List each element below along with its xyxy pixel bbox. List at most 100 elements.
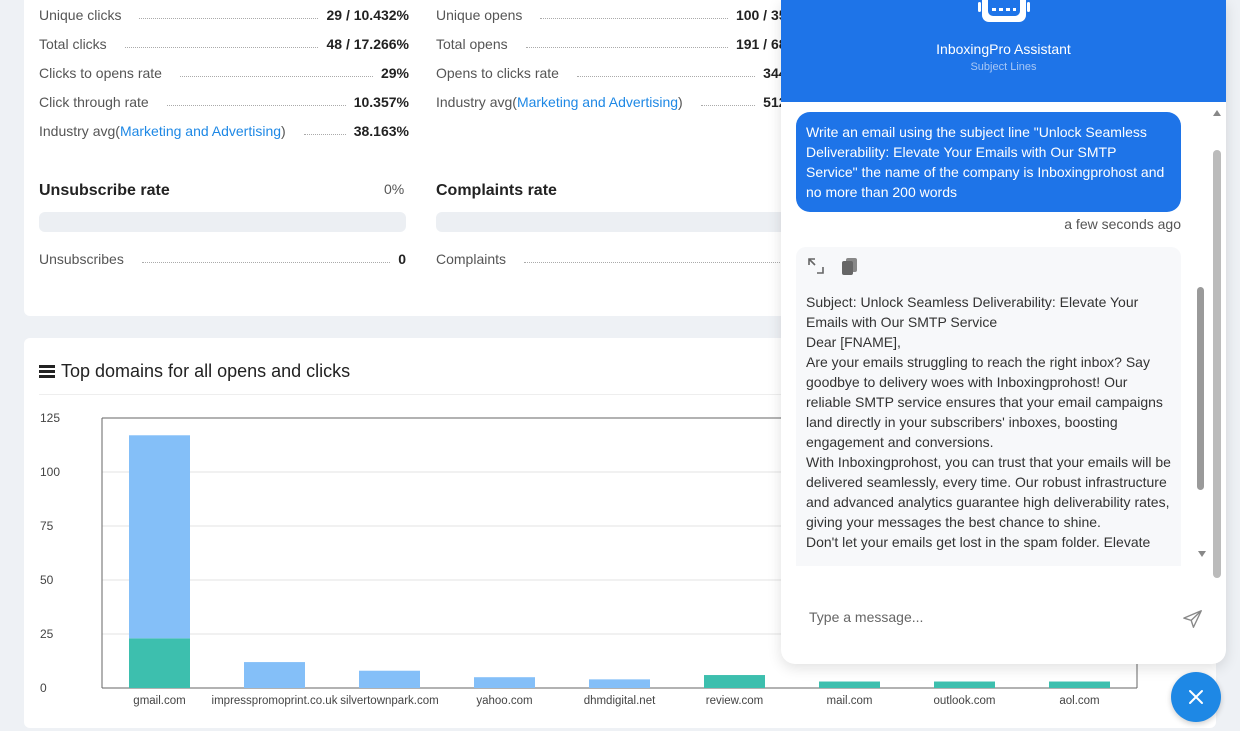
y-tick-label: 75	[40, 519, 54, 533]
stat-label: Total clicks	[39, 36, 113, 52]
dotted-leader	[576, 76, 756, 77]
x-tick-label: review.com	[706, 695, 764, 707]
bar	[934, 681, 995, 688]
chat-scrollbar[interactable]	[1212, 110, 1222, 580]
robot-icon	[978, 0, 1030, 22]
scroll-down-icon[interactable]	[1198, 551, 1206, 557]
bar	[244, 662, 305, 688]
copy-icon[interactable]	[840, 256, 860, 276]
stat-label-text: Clicks to opens rate	[39, 64, 162, 81]
x-tick-label: aol.com	[1059, 695, 1099, 707]
stat-label: Unique clicks	[39, 7, 127, 23]
stat-label-text: Total clicks	[39, 35, 107, 52]
x-tick-label: dhmdigital.net	[584, 695, 656, 707]
chat-scrollbar-thumb[interactable]	[1213, 150, 1221, 578]
chart-header: Top domains for all opens and clicks	[39, 361, 350, 382]
x-tick-label: gmail.com	[133, 695, 185, 707]
bar	[819, 681, 880, 688]
menu-icon[interactable]	[39, 365, 55, 378]
chat-header: InboxingPro Assistant Subject Lines	[781, 0, 1226, 102]
stat-row: Unique opens 100 / 35.97	[436, 0, 806, 29]
dotted-leader	[139, 18, 319, 19]
stat-label-suffix: )	[281, 122, 286, 139]
assistant-message: Subject: Unlock Seamless Deliverability:…	[796, 247, 1181, 566]
stat-row: Opens to clicks rate344.82	[436, 58, 806, 87]
x-tick-label: mail.com	[826, 695, 872, 707]
x-tick-label: outlook.com	[933, 695, 995, 707]
y-tick-label: 100	[40, 465, 60, 479]
chat-messages[interactable]: Write an email using the subject line "U…	[781, 102, 1226, 566]
x-tick-label: impresspromoprint.co.uk	[212, 695, 338, 707]
dotted-leader	[166, 105, 346, 106]
unsubscribe-progress	[39, 212, 406, 232]
stat-value: 29%	[380, 64, 409, 81]
stat-label-suffix: )	[678, 93, 683, 110]
stat-row: Clicks to opens rate 29%	[39, 58, 409, 87]
stat-label-text: Unique opens	[436, 6, 523, 23]
stat-value: 10.357%	[353, 93, 409, 110]
stat-label-text: Click through rate	[39, 93, 149, 110]
send-icon[interactable]	[1182, 608, 1204, 630]
chat-input-area	[781, 588, 1226, 648]
unsubscribes-row: Unsubscribes 0	[39, 244, 406, 273]
bar	[129, 638, 190, 688]
scroll-up-icon[interactable]	[1213, 110, 1221, 116]
stat-value: 38.163%	[353, 122, 409, 139]
bar	[129, 435, 190, 639]
message-input[interactable]	[809, 606, 1169, 628]
y-tick-label: 50	[40, 573, 54, 587]
stat-label-text: Unique clicks	[39, 6, 122, 23]
y-tick-label: 25	[40, 627, 54, 641]
stat-label: Industry avg(Marketing and Advertising)	[39, 123, 292, 139]
close-icon	[1189, 690, 1203, 704]
y-tick-label: 125	[40, 411, 60, 425]
y-tick-label: 0	[40, 681, 47, 695]
stat-row: Click through rate 10.357%	[39, 87, 409, 116]
stat-value: 29 / 10.432%	[326, 6, 409, 23]
stat-label: Clicks to opens rate	[39, 65, 168, 81]
dotted-leader	[700, 105, 756, 106]
industry-link[interactable]: Marketing and Advertising	[516, 93, 679, 110]
dotted-leader	[524, 262, 798, 263]
close-chat-button[interactable]	[1171, 672, 1221, 722]
unsubscribe-percent: 0%	[384, 181, 405, 197]
message-scrollbar-thumb[interactable]	[1197, 287, 1204, 490]
dotted-leader	[141, 262, 391, 263]
divider	[39, 394, 1201, 395]
dotted-leader	[303, 134, 346, 135]
unsubscribe-title: Unsubscribe rate	[39, 182, 170, 199]
stat-row: Industry avg(Marketing and Advertising)5…	[436, 87, 806, 116]
unsubscribes-label: Unsubscribes	[39, 250, 124, 267]
stat-label-text: Total opens	[436, 35, 508, 52]
stat-value: 48 / 17.266%	[326, 35, 409, 52]
dotted-leader	[540, 18, 728, 19]
bar	[474, 677, 535, 688]
stat-row: Industry avg(Marketing and Advertising) 3…	[39, 116, 409, 145]
complaints-progress	[436, 212, 806, 232]
stat-label-text: Industry avg(	[436, 93, 517, 110]
stat-label: Total opens	[436, 36, 514, 52]
stat-row: Total opens 191 / 68.70	[436, 29, 806, 58]
chat-widget: InboxingPro Assistant Subject Lines Writ…	[781, 0, 1226, 664]
stat-label: Click through rate	[39, 94, 155, 110]
bar	[1049, 681, 1110, 688]
bar	[704, 675, 765, 688]
stat-label-text: Opens to clicks rate	[436, 64, 559, 81]
x-tick-label: yahoo.com	[476, 695, 532, 707]
complaints-title: Complaints rate	[436, 182, 557, 199]
unsubscribes-value: 0	[398, 250, 406, 267]
complaints-row: Complaints	[436, 244, 806, 273]
chart-title: Top domains for all opens and clicks	[61, 361, 351, 381]
expand-icon[interactable]	[806, 256, 826, 276]
user-message: Write an email using the subject line "U…	[796, 112, 1181, 212]
industry-link[interactable]: Marketing and Advertising	[119, 122, 282, 139]
stat-label: Unique opens	[436, 7, 528, 23]
complaints-label: Complaints	[436, 250, 507, 267]
bar	[359, 670, 420, 688]
opens-stats: Unique opens 100 / 35.97 Total opens 191 / …	[436, 0, 806, 116]
stat-row: Unique clicks 29 / 10.432%	[39, 0, 409, 29]
stat-label-text: Industry avg(	[39, 122, 120, 139]
dotted-leader	[179, 76, 373, 77]
message-tools	[806, 247, 1171, 285]
message-timestamp: a few seconds ago	[1064, 216, 1181, 232]
